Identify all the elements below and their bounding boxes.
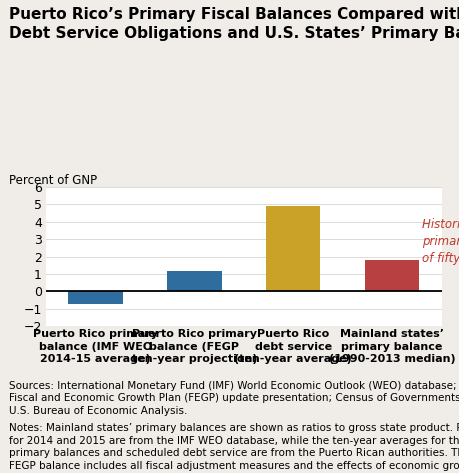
Bar <box>265 206 320 291</box>
Text: Mainland states’
primary balance
(1990-2013 median): Mainland states’ primary balance (1990-2… <box>328 329 454 364</box>
Text: Puerto Rico primary
balance (FEGP
ten-year projection): Puerto Rico primary balance (FEGP ten-ye… <box>131 329 257 364</box>
Bar <box>68 291 123 304</box>
Text: Historical average
primary surpluses
of fifty U.S. states: Historical average primary surpluses of … <box>421 218 459 265</box>
Text: Puerto Rico primary
balance (IMF WEO
2014-15 average): Puerto Rico primary balance (IMF WEO 201… <box>33 329 157 364</box>
Text: Puerto Rico’s Primary Fiscal Balances Compared with Its
Debt Service Obligations: Puerto Rico’s Primary Fiscal Balances Co… <box>9 7 459 41</box>
Text: Notes: Mainland states’ primary balances are shown as ratios to gross state prod: Notes: Mainland states’ primary balances… <box>9 423 459 473</box>
Text: Percent of GNP: Percent of GNP <box>9 174 97 187</box>
Text: Puerto Rico
debt service
(ten-year average): Puerto Rico debt service (ten-year avera… <box>234 329 351 364</box>
Bar <box>167 271 221 291</box>
Bar <box>364 260 419 291</box>
Text: Sources: International Monetary Fund (IMF) World Economic Outlook (WEO) database: Sources: International Monetary Fund (IM… <box>9 381 459 416</box>
